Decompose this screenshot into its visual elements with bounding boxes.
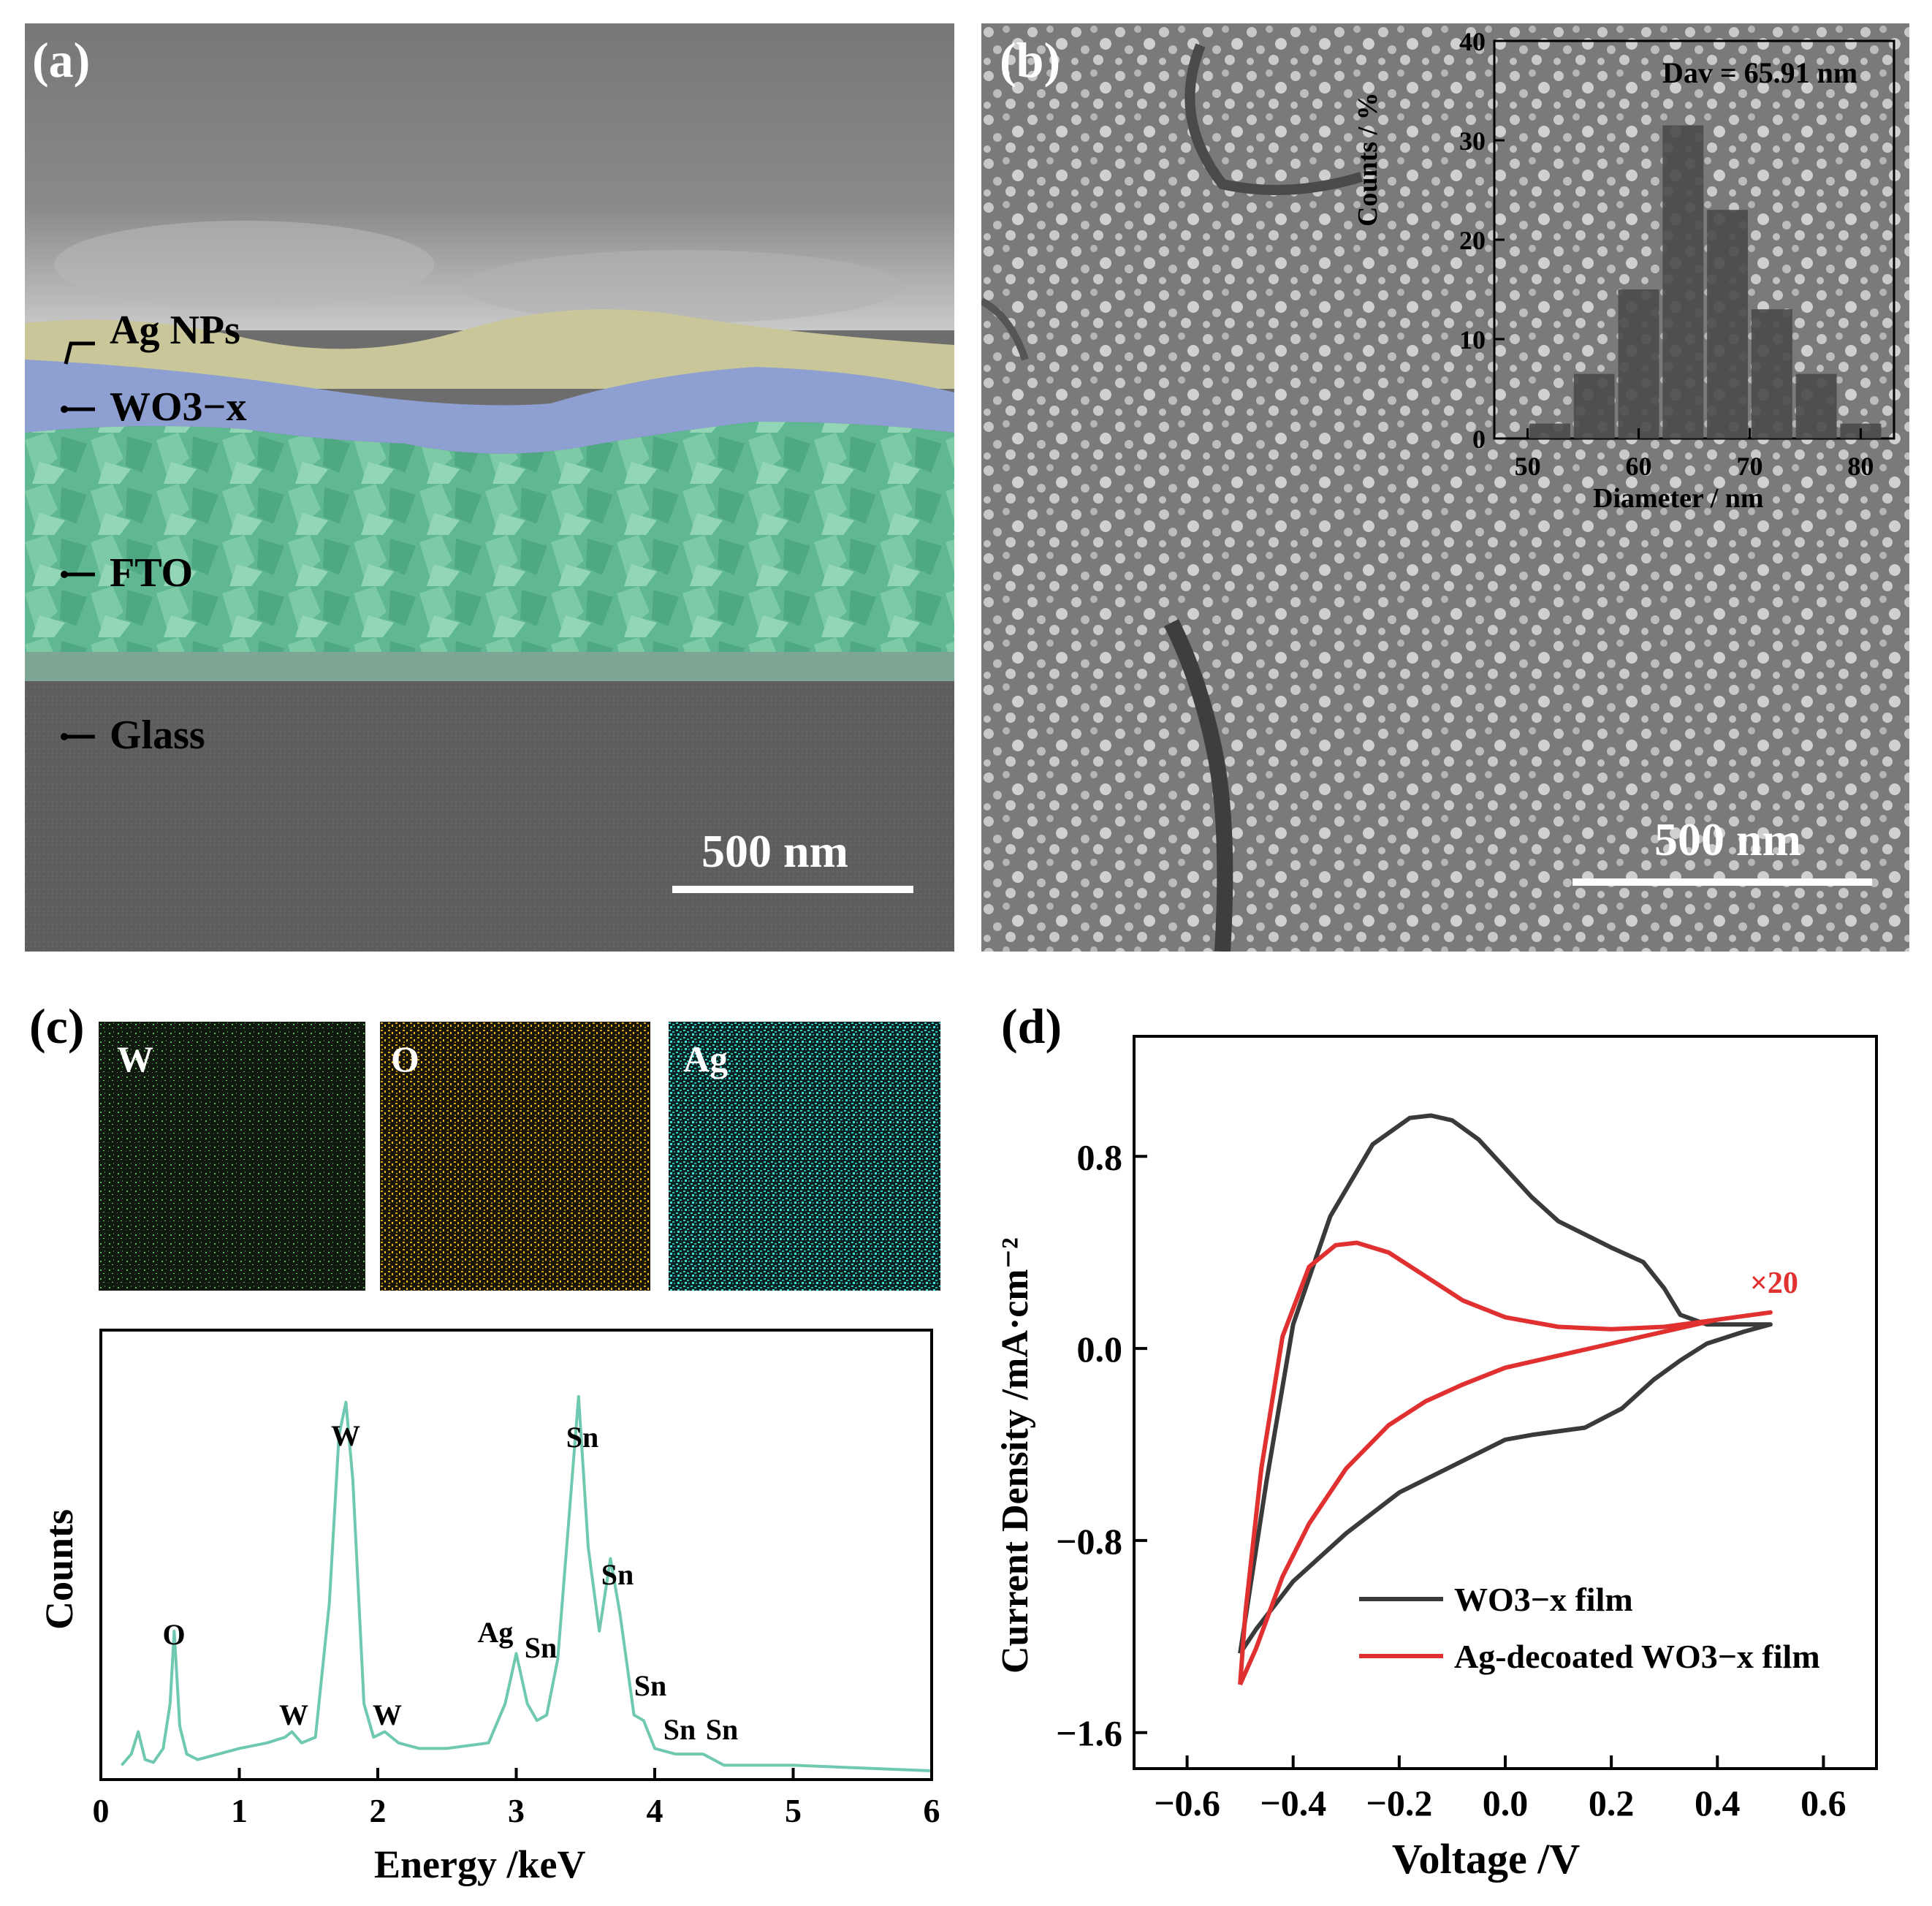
- cv-multiplier: ×20: [1750, 1267, 1798, 1300]
- panel-a-letter: (a): [32, 32, 91, 88]
- panel-a-sem-image: [25, 23, 954, 952]
- eds-peak-label: Sn: [706, 1713, 739, 1746]
- eds-peak-label: Sn: [525, 1631, 558, 1664]
- eds-map-ag-label: Ag: [683, 1039, 729, 1079]
- cv-xtick-label: 0.2: [1589, 1782, 1635, 1823]
- cv-ytick-label: 0.0: [1077, 1329, 1123, 1370]
- eds-map-ag: [669, 1022, 940, 1291]
- cv-xtick-label: −0.6: [1154, 1782, 1220, 1823]
- cv-ytick-label: −1.6: [1056, 1713, 1122, 1754]
- eds-peak-label: O: [162, 1618, 185, 1651]
- eds-xtick-label: 0: [93, 1792, 110, 1829]
- eds-xtick-label: 6: [924, 1792, 940, 1829]
- eds-peak-label: W: [279, 1698, 308, 1731]
- eds-spectrum-line: [120, 1394, 932, 1772]
- eds-peak-label: Sn: [634, 1669, 667, 1702]
- label-wo3x: WO3−x: [110, 384, 247, 430]
- cv-legend-wo3x: WO3−x film: [1454, 1581, 1633, 1618]
- eds-map-o-label: O: [391, 1039, 419, 1079]
- label-glass: Glass: [110, 713, 205, 758]
- eds-map-w: [99, 1022, 365, 1291]
- inset-annotation: Dav = 65.91 nm: [1662, 56, 1858, 89]
- cv-xtick-label: −0.2: [1366, 1782, 1432, 1823]
- eds-peak-label: Sn: [601, 1558, 634, 1591]
- cv-ylabel: Current Density /mA·cm⁻²: [994, 1237, 1036, 1674]
- label-ag-nps: Ag NPs: [110, 308, 240, 353]
- eds-frame: [99, 1329, 933, 1781]
- eds-peak-label: Sn: [663, 1713, 696, 1746]
- cv-ytick-label: 0.8: [1077, 1136, 1123, 1177]
- cv-curve-wo3x: [1238, 1113, 1773, 1655]
- cv-xtick-label: 0.4: [1695, 1782, 1741, 1823]
- eds-map-o: [380, 1022, 650, 1291]
- panel-b-letter: (b): [1000, 32, 1061, 88]
- eds-xtick-label: 5: [785, 1792, 802, 1829]
- cv-xtick-label: −0.4: [1260, 1782, 1326, 1823]
- eds-peak-label: W: [373, 1698, 402, 1731]
- inset-ylabel: Counts / %: [1353, 92, 1383, 227]
- eds-map-w-label: W: [117, 1039, 153, 1079]
- cv-xtick-label: 0.6: [1800, 1782, 1847, 1823]
- eds-peak-label: W: [331, 1419, 360, 1452]
- panel-b-scalebar-label: 500 nm: [1654, 813, 1801, 865]
- panel-d-letter: (d): [1001, 998, 1062, 1054]
- eds-xlabel: Energy /keV: [374, 1842, 586, 1886]
- cv-xtick-label: 0.0: [1483, 1782, 1529, 1823]
- inset-xlabel: Diameter / nm: [1593, 483, 1764, 514]
- eds-xtick-label: 2: [370, 1792, 387, 1829]
- panel-c-letter: (c): [29, 998, 85, 1054]
- cv-legend-ag: Ag-decoated WO3−x film: [1454, 1638, 1820, 1675]
- eds-peak-label: Sn: [566, 1421, 599, 1454]
- cv-ytick-label: −0.8: [1056, 1521, 1122, 1562]
- eds-xtick-label: 4: [647, 1792, 663, 1829]
- panel-a-scalebar-label: 500 nm: [701, 825, 848, 877]
- eds-ylabel: Counts: [37, 1508, 81, 1630]
- label-fto: FTO: [110, 550, 194, 596]
- eds-xtick-label: 3: [508, 1792, 525, 1829]
- eds-peak-label: Ag: [478, 1616, 514, 1649]
- cv-xlabel: Voltage /V: [1392, 1835, 1581, 1883]
- eds-xtick-label: 1: [231, 1792, 248, 1829]
